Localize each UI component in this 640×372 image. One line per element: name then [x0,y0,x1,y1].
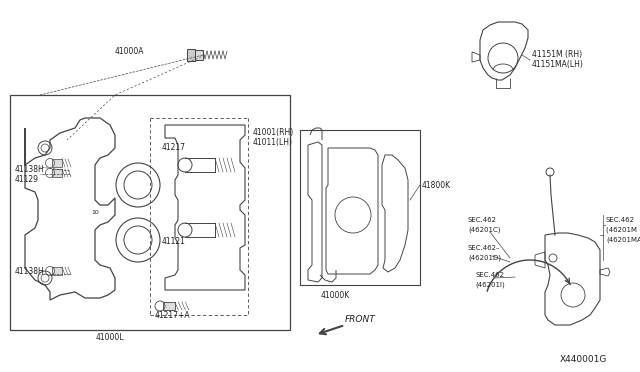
Text: 10: 10 [91,211,99,215]
Text: SEC.462: SEC.462 [606,217,635,223]
Text: 41000K: 41000K [321,292,349,301]
Text: 41001(RH): 41001(RH) [253,128,294,138]
Polygon shape [187,49,195,61]
Text: X440001G: X440001G [560,356,607,365]
Text: 41011(LH): 41011(LH) [253,138,293,148]
Text: (46201D): (46201D) [468,255,501,261]
Polygon shape [52,159,62,167]
Text: 41000L: 41000L [96,334,124,343]
Text: 41000A: 41000A [115,48,145,57]
Text: SEC.462: SEC.462 [475,272,504,278]
Text: 41138H: 41138H [15,166,45,174]
Text: 41138H: 41138H [15,267,45,276]
Text: 41129: 41129 [15,176,39,185]
Text: 41151M (RH): 41151M (RH) [532,51,582,60]
Text: FRONT: FRONT [345,315,376,324]
Polygon shape [52,169,62,177]
Text: (46201I): (46201I) [475,282,505,288]
Text: 41151MA(LH): 41151MA(LH) [532,61,584,70]
Polygon shape [163,302,175,310]
Polygon shape [195,50,203,60]
Text: SEC.462–: SEC.462– [468,245,500,251]
Text: 41217: 41217 [162,144,186,153]
Text: 41800K: 41800K [422,180,451,189]
Text: (46201M (RH): (46201M (RH) [606,227,640,233]
Text: (46201C): (46201C) [468,227,500,233]
Text: 41217+A: 41217+A [155,311,191,321]
Polygon shape [52,267,62,275]
Text: 41121: 41121 [162,237,186,247]
Text: SEC.462: SEC.462 [468,217,497,223]
Text: (46201MA(LH): (46201MA(LH) [606,237,640,243]
